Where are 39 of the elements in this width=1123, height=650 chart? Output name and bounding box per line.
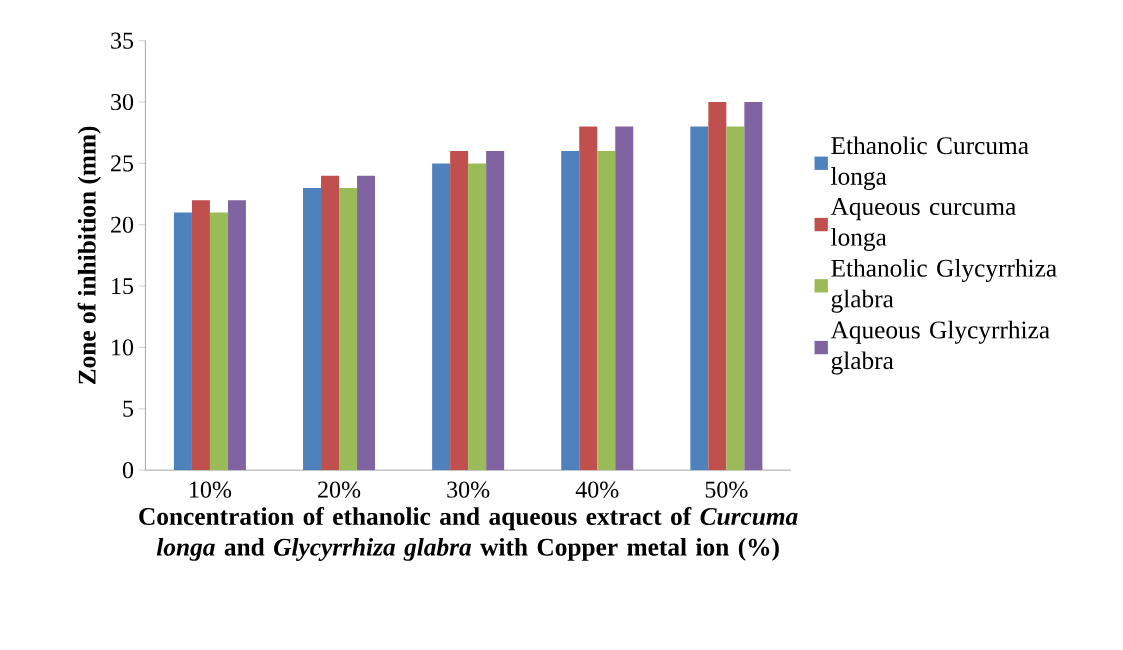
bar	[468, 163, 487, 471]
bar	[321, 175, 340, 471]
bar	[227, 200, 246, 471]
y-tick-label: 0	[122, 461, 134, 479]
y-tick-label: 35	[111, 32, 134, 49]
bar	[744, 101, 763, 471]
bar	[209, 212, 228, 471]
bar	[191, 200, 210, 471]
legend-label: Ethanolic Curcuma longa	[831, 136, 1029, 190]
text: Concentration of ethanolic and aqueous extract of Curcuma longa and Glycyrrhiza glabra with Copper metal ion (%)	[139, 506, 798, 561]
bar	[597, 151, 616, 471]
y-tick-label: 25	[111, 155, 134, 172]
bar	[173, 212, 192, 471]
legend-label: Ethanolic Glycyrrhiza glabra	[831, 258, 1057, 313]
x-tick-label: 50%	[705, 481, 748, 498]
bar	[615, 126, 634, 471]
y-tick-label: 30	[111, 93, 134, 111]
y-tick-label: 20	[111, 216, 134, 233]
bar	[708, 101, 727, 471]
y-axis-title: Zone of inhibition (mm)	[77, 126, 101, 384]
bar	[357, 175, 376, 471]
bar	[450, 151, 469, 471]
x-tick-label: 20%	[318, 481, 361, 498]
bar	[690, 126, 709, 471]
bar	[432, 163, 451, 471]
bar	[561, 151, 580, 471]
y-tick-label: 15	[112, 277, 134, 295]
legend-label: Aqueous curcuma longa	[830, 198, 1016, 251]
x-tick-label: 30%	[447, 481, 490, 498]
bar	[726, 126, 745, 471]
legend-label: Aqueous Glycyrrhiza glabra	[830, 320, 1050, 375]
y-tick-label: 5	[123, 400, 134, 417]
x-tick-label: 10%	[190, 481, 232, 498]
bar	[486, 151, 505, 471]
bar	[303, 187, 322, 471]
bar	[579, 126, 598, 471]
x-tick-label: 40%	[575, 481, 619, 498]
bar	[339, 187, 358, 471]
y-tick-label: 10	[112, 339, 134, 356]
